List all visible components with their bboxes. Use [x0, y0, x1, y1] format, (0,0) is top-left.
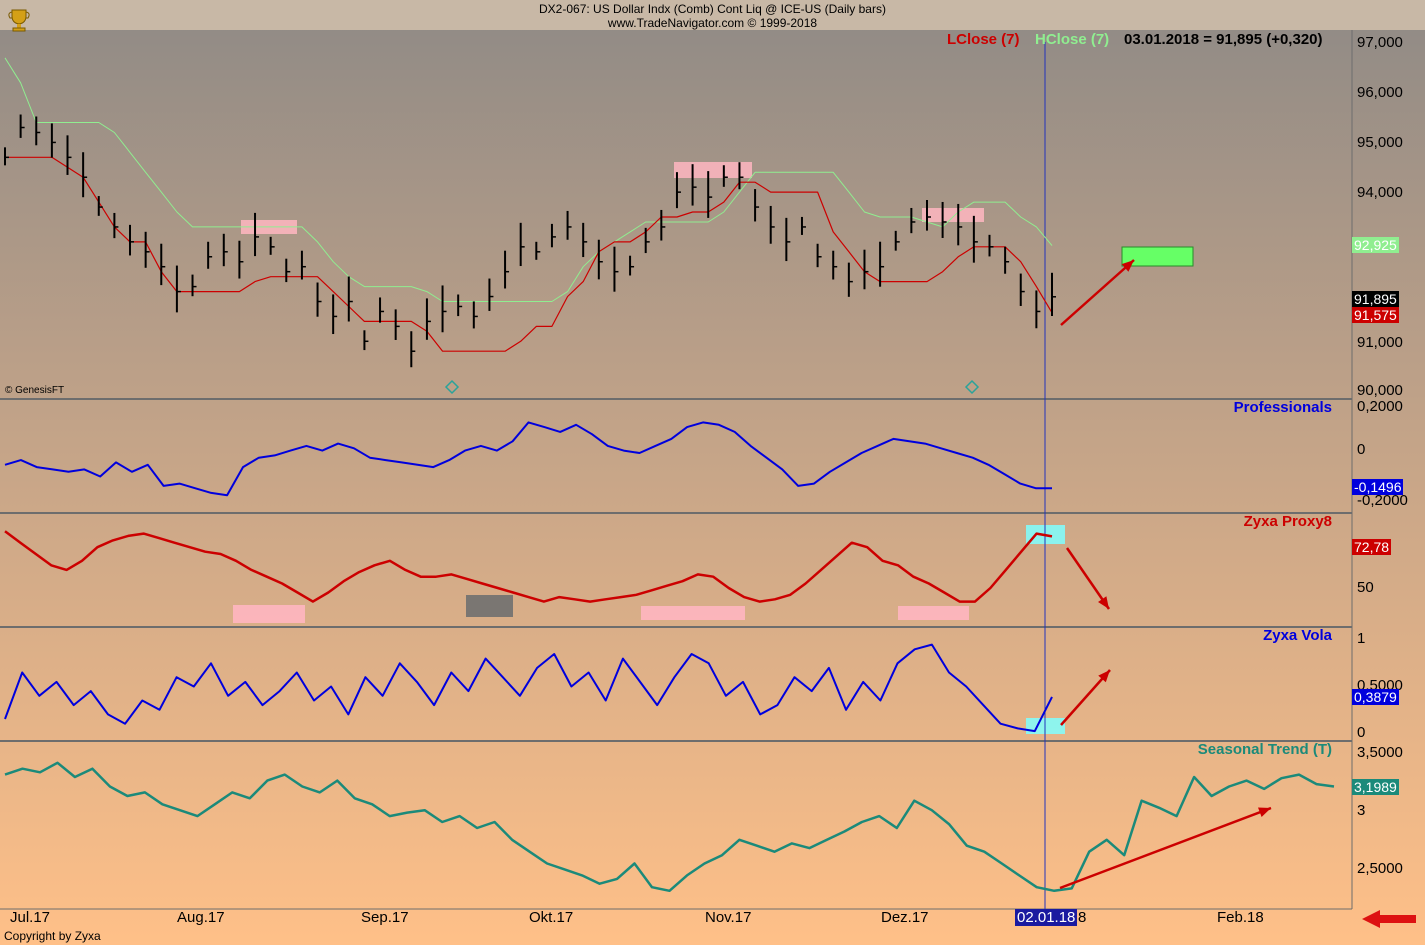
seasonal-tick: 3 [1357, 802, 1366, 819]
vola-tick: 0 [1357, 724, 1366, 741]
proxy-highlight-box [233, 605, 305, 623]
vola-line [4, 643, 1053, 733]
proxy-highlight-box [466, 595, 513, 617]
seasonal-tag: 3,1989 [1352, 779, 1399, 795]
target-box [1121, 246, 1194, 267]
x-tick-label: Sep.17 [361, 909, 409, 926]
professionals-tag: -0,1496 [1352, 479, 1404, 495]
chart-title: DX2-067: US Dollar Indx (Comb) Cont Liq … [539, 2, 886, 16]
x-tick-label: Okt.17 [529, 909, 574, 926]
vola-title: Zyxa Vola [1263, 627, 1332, 644]
trend-arrow [1060, 259, 1135, 326]
trend-arrow [1065, 547, 1111, 610]
x-tick-label: Jul.17 [10, 909, 51, 926]
x-tick-label: Aug.17 [177, 909, 225, 926]
cursor-readout: 03.01.2018 = 91,895 (+0,320) [1124, 31, 1323, 48]
diamond-marker-icon [444, 379, 460, 395]
vola-tag: 0,3879 [1352, 689, 1399, 705]
professionals-title: Professionals [1233, 399, 1332, 416]
arrow-head-icon [1098, 596, 1109, 609]
diamond-marker-icon [964, 379, 980, 395]
trophy-icon [8, 9, 30, 32]
proxy-line [4, 530, 1053, 603]
chart-subtitle: www.TradeNavigator.com © 1999-2018 [607, 16, 818, 30]
price-highlight-box [922, 208, 984, 222]
legend-hclose: HClose (7) [1035, 31, 1110, 48]
seasonal-tick: 3,5000 [1357, 744, 1403, 761]
price-tick: 94,000 [1357, 184, 1403, 201]
proxy-highlight-box [898, 606, 969, 620]
scroll-left-arrow-icon[interactable] [1360, 908, 1418, 930]
arrow-head-icon [1258, 807, 1271, 817]
price-tick: 96,000 [1357, 84, 1403, 101]
proxy-tag: 72,78 [1352, 539, 1392, 555]
proxy-title: Zyxa Proxy8 [1243, 513, 1332, 530]
proxy-tick: 50 [1357, 579, 1374, 596]
last-price-tag: 91,895 [1352, 291, 1399, 307]
copyright: Copyright by Zyxa [4, 929, 101, 943]
arrow-head-icon [1098, 670, 1110, 683]
legend-lclose: LClose (7) [947, 31, 1020, 48]
price-tick: 90,000 [1357, 382, 1403, 399]
watermark: © GenesisFT [5, 385, 65, 396]
lclose-tag: 91,575 [1352, 307, 1399, 323]
x-tick-label: Feb.18 [1217, 909, 1264, 926]
seasonal-title: Seasonal Trend (T) [1197, 741, 1332, 758]
cursor-date-label: 02.01.18 [1015, 909, 1078, 926]
trend-arrow [1059, 806, 1272, 890]
proxy-highlight-box [641, 606, 745, 620]
professionals-line [4, 421, 1053, 497]
seasonal-line [4, 761, 1335, 893]
arrow-head-icon [1121, 260, 1134, 272]
price-tick: 91,000 [1357, 334, 1403, 351]
x-tick-label: 8 [1078, 909, 1087, 926]
vola-tick: 1 [1357, 630, 1366, 647]
trend-arrow [1060, 669, 1111, 726]
prof-tick: 0 [1357, 441, 1366, 458]
price-tick: 95,000 [1357, 134, 1403, 151]
hclose-tag: 92,925 [1352, 237, 1399, 253]
x-tick-label: Dez.17 [881, 909, 929, 926]
hclose-line [4, 57, 1053, 302]
seasonal-tick: 2,5000 [1357, 860, 1403, 877]
x-tick-label: Nov.17 [705, 909, 752, 926]
prof-tick: 0,2000 [1357, 398, 1403, 415]
price-tick: 97,000 [1357, 34, 1403, 51]
prof-tick: -0,2000 [1357, 492, 1408, 509]
